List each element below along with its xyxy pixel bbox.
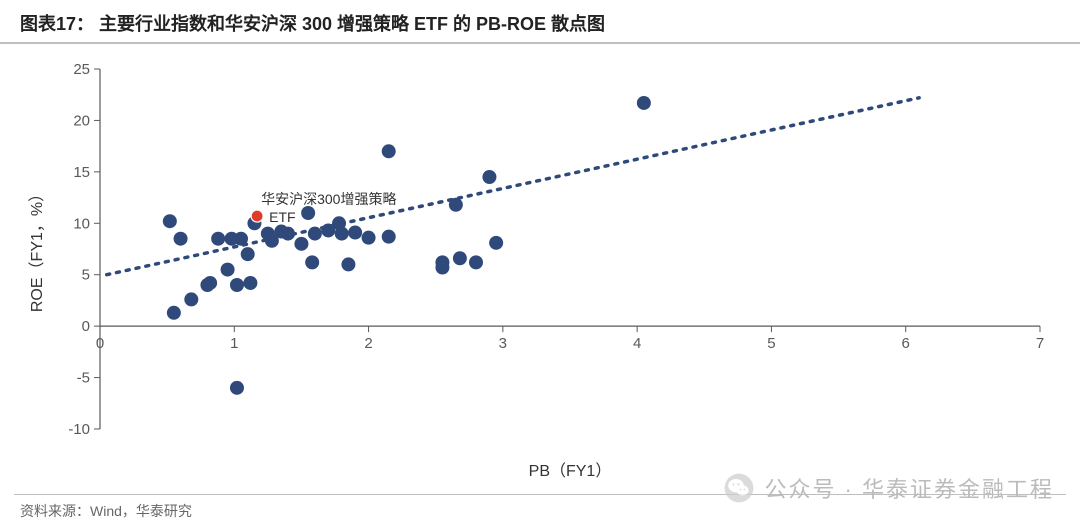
svg-text:2: 2 [364,335,372,352]
svg-text:0: 0 [82,318,90,335]
svg-text:ETF: ETF [269,209,295,225]
scatter-chart: 0 1 2 3 4 5 6 7 -10 -5 0 5 10 15 20 25 华安沪深300增强策略 ETF PB（… [20,54,1060,484]
chart-svg: 0 1 2 3 4 5 6 7 -10 -5 0 5 10 15 20 25 华安沪深300增强策略 ETF PB（… [20,54,1060,484]
watermark-text: 公众号 · 华泰证券金融工程 [764,472,1054,504]
watermark: 公众号 · 华泰证券金融工程 [724,472,1054,504]
svg-text:0: 0 [96,335,104,352]
svg-text:6: 6 [902,335,910,352]
svg-text:ROE（FY1，%）: ROE（FY1，%） [28,186,46,312]
svg-text:20: 20 [73,112,90,129]
svg-text:5: 5 [82,267,90,284]
wechat-icon [724,473,754,503]
svg-text:5: 5 [767,335,775,352]
svg-text:25: 25 [73,61,90,78]
chart-title: 图表17： 主要行业指数和华安沪深 300 增强策略 ETF 的 PB-ROE … [0,0,1080,44]
svg-text:-10: -10 [68,421,90,438]
svg-text:15: 15 [73,164,90,181]
svg-text:4: 4 [633,335,641,352]
svg-text:-5: -5 [77,370,90,387]
svg-text:华安沪深300增强策略: 华安沪深300增强策略 [261,191,396,207]
svg-text:1: 1 [230,335,238,352]
svg-text:7: 7 [1036,335,1044,352]
svg-text:3: 3 [499,335,507,352]
svg-text:PB（FY1）: PB（FY1） [529,462,612,480]
svg-text:10: 10 [73,215,90,232]
